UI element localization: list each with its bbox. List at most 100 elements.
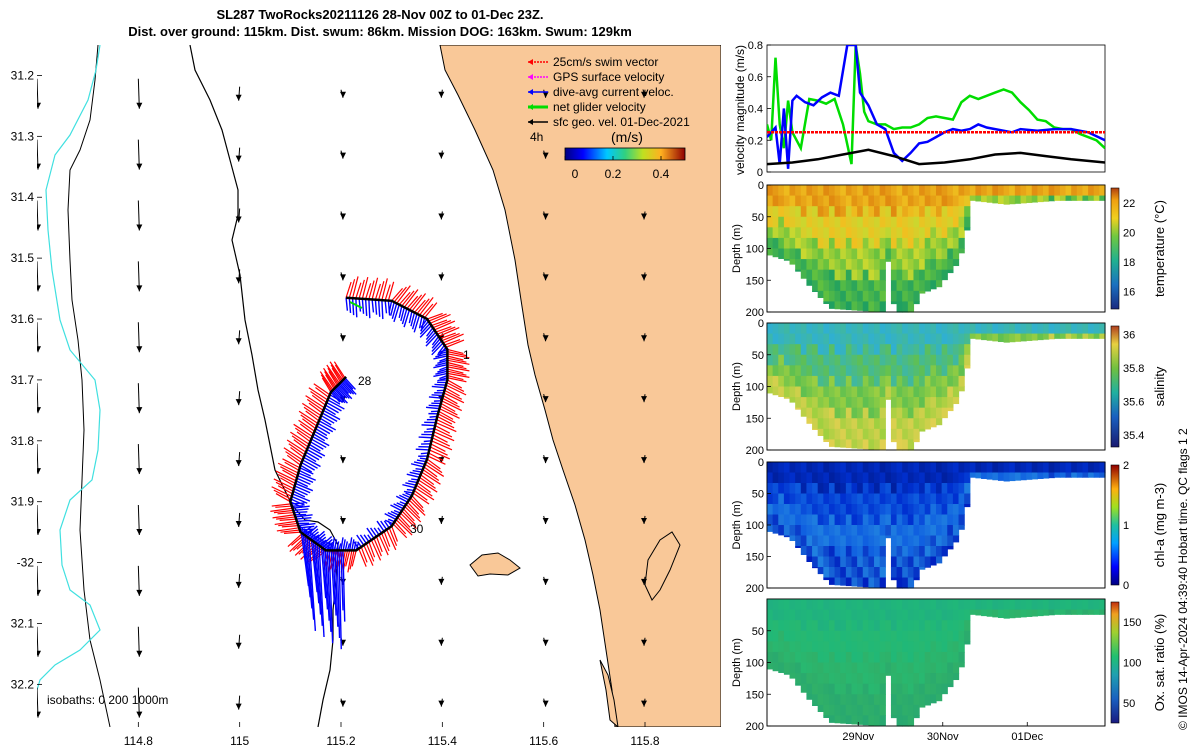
- section-cell: [840, 386, 847, 398]
- section-cell: [1009, 462, 1016, 474]
- section-cell: [874, 599, 881, 611]
- section-cell: [907, 694, 915, 706]
- section-cell: [907, 290, 915, 303]
- legend-label: net glider velocity: [553, 100, 646, 114]
- section-cell: [789, 641, 796, 653]
- section-cell: [964, 630, 971, 642]
- geo-arrow-head: [641, 578, 647, 585]
- swim-vector: [365, 543, 375, 562]
- section-cell: [1037, 599, 1044, 611]
- swim-vector: [345, 550, 351, 567]
- section-cell: [924, 493, 931, 505]
- section-cell: [1082, 599, 1089, 611]
- section-cell: [964, 206, 971, 218]
- section-cell: [789, 195, 796, 207]
- section-cell: [952, 514, 960, 526]
- dive-avg-vector: [344, 541, 349, 551]
- section-cell: [981, 609, 988, 617]
- swim-vector: [374, 283, 382, 300]
- section-cell: [806, 375, 813, 388]
- swim-vector: [447, 357, 467, 363]
- section-cell: [812, 620, 819, 632]
- section-cell: [1093, 333, 1100, 339]
- swim-vector: [290, 447, 305, 458]
- section-cell: [907, 227, 915, 239]
- swim-vector: [401, 510, 416, 526]
- section-cell: [874, 290, 881, 303]
- section-cell: [874, 472, 881, 484]
- section-cell: [845, 259, 853, 271]
- section-cell: [879, 493, 886, 505]
- swim-vector: [447, 377, 467, 383]
- dive-avg-vector: [333, 388, 348, 404]
- section-cell: [834, 354, 841, 366]
- section-cell: [767, 237, 774, 250]
- section-cell: [834, 599, 841, 611]
- section-cell: [879, 386, 886, 398]
- section-cell: [902, 397, 909, 409]
- section-cell: [1043, 472, 1050, 479]
- geo-arrow-head: [340, 91, 346, 98]
- section-cell: [1065, 609, 1072, 615]
- section-cell: [924, 354, 931, 366]
- swim-vector: [438, 410, 454, 420]
- section-cell: [941, 259, 948, 271]
- section-cell: [919, 237, 926, 250]
- section-cell: [958, 483, 965, 495]
- section-cell: [919, 683, 926, 695]
- dive-avg-vector: [326, 541, 332, 632]
- section-cell: [958, 365, 965, 377]
- section-cell: [941, 514, 948, 526]
- section-cell: [840, 715, 847, 724]
- section-cell: [778, 248, 785, 259]
- section-ytick-label: 150: [746, 689, 764, 701]
- swim-vector: [277, 462, 299, 474]
- section-cell: [828, 375, 836, 388]
- swim-vector: [329, 361, 344, 381]
- section-cell: [896, 259, 903, 271]
- section-cell: [924, 290, 931, 292]
- section-cell: [800, 504, 808, 516]
- map-panel: 28 1 30 114.8 115 115.2 115.4 115.6 115.8 31.…: [11, 45, 721, 748]
- section-cell: [828, 567, 836, 579]
- colorbar-tick-label: 50: [1123, 698, 1135, 710]
- section-cell: [1054, 599, 1061, 611]
- section-cell: [783, 195, 791, 207]
- section-cell: [924, 673, 931, 685]
- section-cell: [789, 323, 796, 335]
- swim-vector: [286, 439, 307, 453]
- section-cell: [851, 280, 858, 292]
- section-cell: [834, 290, 841, 303]
- section-cell: [823, 546, 830, 558]
- section-cell: [834, 715, 841, 724]
- swim-vector: [391, 287, 403, 302]
- section-cell: [806, 195, 813, 207]
- section-cell: [992, 599, 999, 611]
- dive-avg-vector: [418, 436, 433, 439]
- geo-arrow-head: [235, 703, 242, 710]
- section-cell: [879, 216, 886, 228]
- section-cell: [907, 195, 915, 207]
- swim-vector: [351, 276, 359, 299]
- section-cell: [1088, 185, 1095, 197]
- section-cell: [924, 599, 931, 611]
- section-cell: [936, 525, 943, 537]
- section-cell: [981, 323, 988, 335]
- section-cell: [840, 673, 847, 685]
- section-cell: [778, 609, 785, 621]
- dive-avg-vector: [412, 469, 422, 473]
- section-cell: [857, 195, 864, 207]
- section-cell: [795, 651, 802, 664]
- section-cell: [902, 375, 909, 388]
- section-cell: [992, 333, 999, 342]
- swim-vector: [404, 506, 422, 523]
- section-cell: [924, 365, 931, 377]
- section-cell: [941, 609, 948, 621]
- section-cell: [896, 556, 903, 568]
- section-cell: [1026, 185, 1033, 197]
- section-cell: [806, 620, 813, 632]
- dive-avg-vector: [400, 307, 406, 322]
- geo-arrow-head: [37, 528, 41, 535]
- section-cell: [896, 428, 903, 441]
- section-cell: [1026, 472, 1033, 480]
